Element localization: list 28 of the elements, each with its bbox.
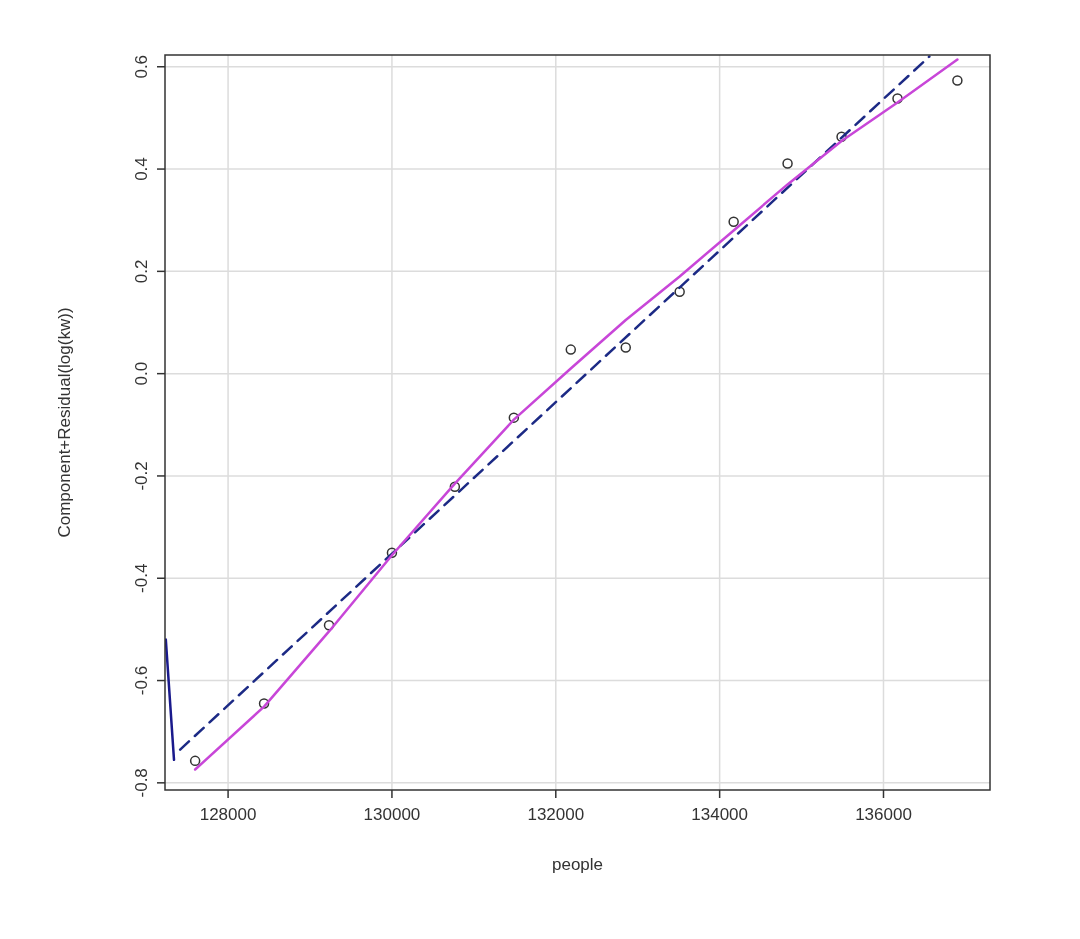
point [565, 344, 577, 355]
y-tick-label: -0.2 [132, 461, 151, 491]
x-tick-label: 134000 [691, 805, 749, 824]
point [189, 755, 201, 767]
point [728, 216, 739, 227]
y-tick-label: -0.6 [132, 665, 151, 696]
y-tick-label: 0.2 [132, 259, 151, 284]
point [620, 342, 632, 353]
point [836, 131, 847, 143]
x-tick-label: 136000 [855, 805, 912, 824]
x-tick-label: 132000 [527, 805, 585, 824]
y-tick-label: 0.4 [132, 157, 151, 181]
point [386, 547, 398, 558]
point [782, 158, 793, 169]
y-tick-label: -0.8 [132, 768, 151, 798]
x-tick-label: 128000 [199, 805, 257, 824]
point [258, 698, 270, 709]
point [449, 481, 461, 492]
point [952, 75, 963, 86]
y-tick-label: -0.4 [132, 563, 151, 593]
point [508, 412, 520, 423]
point [892, 93, 903, 104]
x-axis-title: people [551, 855, 604, 874]
point [674, 286, 685, 298]
y-tick-label: 0.0 [132, 361, 151, 386]
x-tick-label: 130000 [363, 805, 421, 824]
y-axis-title: Component+Residual(log(kw)) [55, 307, 74, 538]
y-tick-label: 0.6 [132, 54, 151, 79]
